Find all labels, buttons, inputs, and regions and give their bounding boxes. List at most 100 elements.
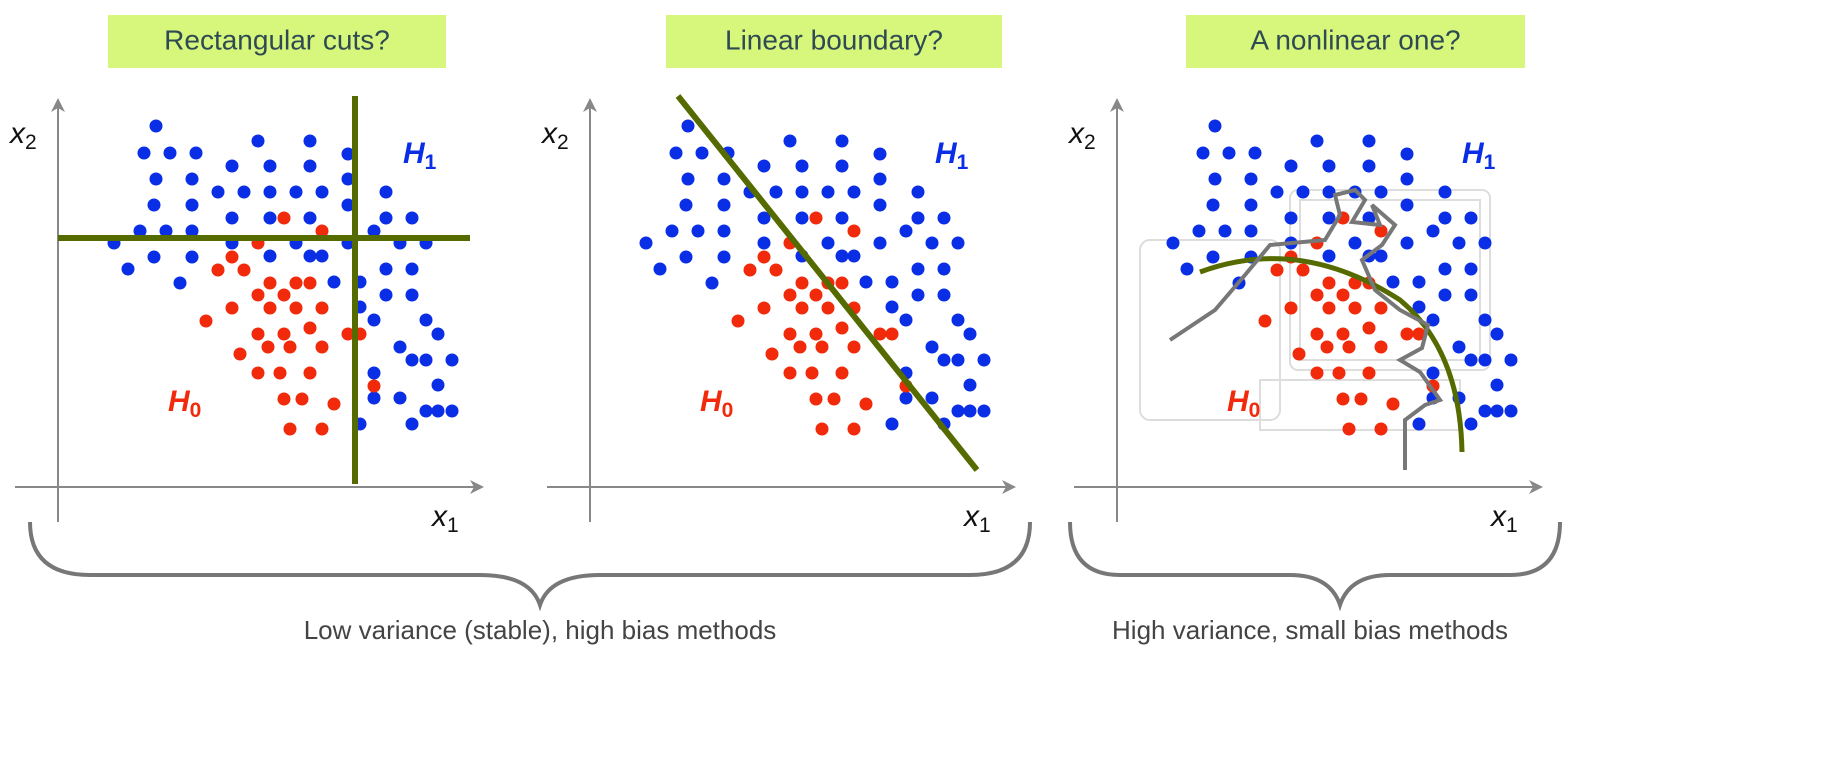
y-axis-label-symbol: x [8,117,26,150]
background-point [1374,340,1388,354]
background-point [315,224,329,238]
x-axis-label-index: 1 [447,514,459,537]
x-axis-label-index: 1 [979,514,991,537]
signal-point [1284,159,1298,173]
signal-point [1270,185,1284,199]
signal-point [379,211,393,225]
signal-point [951,353,965,367]
background-point [1322,301,1336,315]
y-axis-label-symbol: x [540,117,558,150]
signal-point [1490,378,1504,392]
signal-point [695,146,709,160]
signal-label: H1 [1462,137,1496,174]
x-axis-label-symbol: x [962,500,980,533]
signal-point [783,134,797,148]
signal-point [367,313,381,327]
x-axis-label-symbol: x [430,500,448,533]
signal-point [1206,198,1220,212]
signal-point [185,172,199,186]
background-point [315,422,329,436]
signal-point [681,172,695,186]
signal-point [1504,404,1518,418]
signal-point [225,159,239,173]
background-point [885,327,899,341]
y-axis-label: x2 [540,117,569,154]
signal-point [795,211,809,225]
background-point [289,301,303,315]
background-point [1332,366,1346,380]
signal-point [963,327,977,341]
signal-point [1208,119,1222,133]
signal-point [717,198,731,212]
signal-point [1438,211,1452,225]
background-point [847,340,861,354]
signal-point [1218,224,1232,238]
background-point [731,314,745,328]
signal-point [263,249,277,263]
signal-point [1244,198,1258,212]
background-point [815,422,829,436]
background-label-symbol: H [168,385,191,418]
background-point [1320,340,1334,354]
signal-label-index: 1 [957,151,969,174]
signal-label: H1 [935,137,969,174]
illustration-part [1299,199,1481,361]
background-point [233,347,247,361]
signal-point [367,224,381,238]
signal-point [925,391,939,405]
signal-point [1206,250,1220,264]
y-axis-label-index: 2 [25,131,37,154]
background-point [295,392,309,406]
background-point [263,301,277,315]
signal-point [899,391,913,405]
background-point [1386,397,1400,411]
background-point [835,321,849,335]
signal-point [795,185,809,199]
signal-point [795,159,809,173]
signal-point [405,288,419,302]
y-axis-label-index: 2 [1084,131,1096,154]
signal-point [835,134,849,148]
signal-point [717,250,731,264]
signal-point [211,185,225,199]
background-point [847,224,861,238]
signal-point [1464,211,1478,225]
signal-point [341,198,355,212]
background-point [809,211,823,225]
background-point [835,276,849,290]
signal-point [835,159,849,173]
signal-point [937,353,951,367]
signal-point [757,159,771,173]
signal-point [1222,146,1236,160]
signal-point [885,417,899,431]
signal-point [159,224,173,238]
signal-point [937,288,951,302]
signal-point [1400,147,1414,161]
signal-point [405,211,419,225]
signal-point [937,211,951,225]
signal-point [873,147,887,161]
background-point [263,276,277,290]
signal-point [1426,313,1440,327]
illustration-part [1139,239,1281,421]
signal-point [1180,262,1194,276]
signal-point [147,198,161,212]
signal-point [1348,236,1362,250]
signal-point [431,404,445,418]
signal-point [911,185,925,199]
background-label-symbol: H [1227,385,1250,418]
signal-point [1490,327,1504,341]
background-point [783,288,797,302]
background-point [277,327,291,341]
background-point [303,321,317,335]
signal-point [1362,134,1376,148]
linear-boundary [675,94,980,472]
background-point [835,366,849,380]
signal-point [885,275,899,289]
background-point [277,211,291,225]
signal-point [263,185,277,199]
signal-point [951,404,965,418]
signal-point [419,404,433,418]
